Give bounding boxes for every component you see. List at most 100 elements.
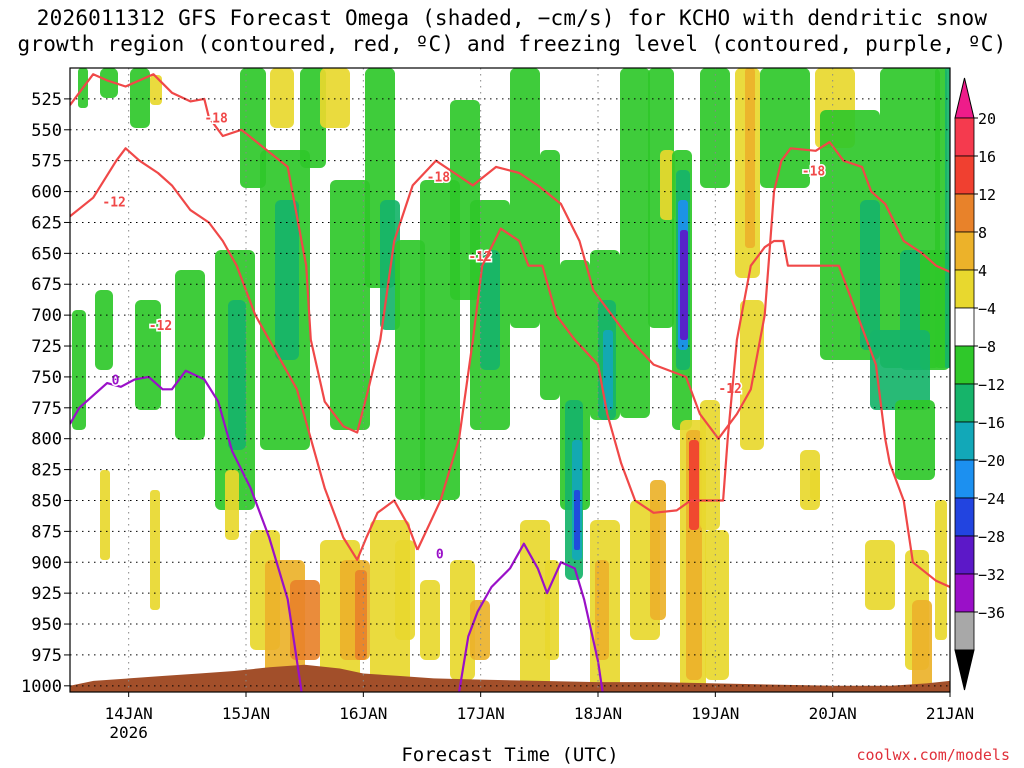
y-tick-label-16: 925 bbox=[31, 584, 62, 604]
colorbar-label-12: −32 bbox=[978, 566, 1005, 584]
omega-shade-64 bbox=[395, 540, 415, 640]
y-tick-label-12: 825 bbox=[31, 461, 62, 481]
omega-shade-11 bbox=[270, 68, 294, 128]
omega-shade-51 bbox=[945, 68, 950, 368]
omega-shade-33 bbox=[620, 68, 650, 418]
contour-label-0-1: -18 bbox=[427, 171, 451, 186]
omega-shade-6 bbox=[135, 300, 161, 410]
y-tick-label-9: 750 bbox=[31, 368, 62, 388]
colorbar-segment-7 bbox=[954, 383, 975, 423]
omega-shade-78 bbox=[705, 530, 729, 680]
x-tick-label-3: 17JAN bbox=[457, 704, 505, 723]
omega-shade-32 bbox=[603, 330, 613, 410]
colorbar-label-6: −8 bbox=[978, 338, 996, 356]
contour-label-1-3: -12 bbox=[718, 382, 741, 397]
colorbar-label-13: −36 bbox=[978, 604, 1005, 622]
plot-frame bbox=[69, 67, 951, 693]
colorbar-segment-5 bbox=[954, 307, 975, 347]
credit-link[interactable]: coolwx.com/models bbox=[856, 746, 1010, 764]
omega-shade-85 bbox=[935, 500, 947, 640]
x-axis: 14JAN 15JAN 16JAN 17JAN 18JAN 19JAN 20JAN 21JAN… bbox=[105, 692, 974, 742]
colorbar-segment-10 bbox=[954, 497, 975, 537]
x-tick-label-1: 15JAN bbox=[222, 704, 270, 723]
omega-shade-15 bbox=[320, 68, 350, 128]
omega-shade-9 bbox=[228, 300, 246, 450]
x-tick-label-4: 18JAN bbox=[574, 704, 622, 723]
omega-shade-13 bbox=[275, 200, 299, 360]
x-tick-label-7: 21JAN bbox=[926, 704, 974, 723]
omega-shade-56 bbox=[225, 470, 239, 540]
y-tick-label-0: 525 bbox=[31, 90, 62, 110]
omega-shade-81 bbox=[810, 470, 820, 500]
omega-shade-24 bbox=[510, 68, 540, 328]
colorbar-segment-11 bbox=[954, 535, 975, 575]
contour-label-1-2: -12 bbox=[468, 250, 491, 265]
terrain-ground bbox=[70, 664, 950, 692]
colorbar-label-1: 16 bbox=[978, 148, 996, 166]
omega-shade-39 bbox=[680, 230, 688, 340]
y-tick-label-7: 700 bbox=[31, 306, 62, 326]
omega-shade-82 bbox=[865, 540, 895, 610]
omega-shade-59 bbox=[290, 580, 320, 660]
omega-shade-14 bbox=[300, 68, 326, 168]
colorbar-segment-1 bbox=[954, 155, 975, 195]
y-tick-label-1: 550 bbox=[31, 121, 62, 141]
omega-shade-25 bbox=[540, 150, 560, 400]
y-tick-label-2: 575 bbox=[31, 152, 62, 172]
contour-line-1 bbox=[70, 147, 419, 561]
x-axis-label: Forecast Time (UTC) bbox=[401, 744, 619, 766]
colorbar-segment-0 bbox=[954, 117, 975, 157]
omega-shade-66 bbox=[450, 560, 475, 680]
colorbar-segment-12 bbox=[954, 573, 975, 613]
contour-line-2 bbox=[416, 227, 950, 589]
chart-title-line-2: growth region (contoured, red, ºC) and f… bbox=[17, 32, 1007, 56]
contour-label-4-0: 0 bbox=[436, 548, 444, 563]
x-tick-label-5: 19JAN bbox=[691, 704, 739, 723]
x-tick-label-0: 14JAN bbox=[105, 704, 153, 723]
omega-shade-7 bbox=[175, 270, 205, 440]
x-tick-label-2: 16JAN bbox=[339, 704, 387, 723]
omega-shade-79 bbox=[740, 300, 764, 450]
omega-shade-69 bbox=[545, 560, 559, 660]
omega-shade-55 bbox=[150, 490, 160, 610]
omega-shade-16 bbox=[330, 180, 370, 430]
y-tick-label-13: 850 bbox=[31, 491, 62, 511]
y-tick-label-4: 625 bbox=[31, 213, 62, 233]
omega-shade-52 bbox=[870, 330, 930, 410]
omega-shade-5 bbox=[95, 290, 113, 370]
colorbar-label-7: −12 bbox=[978, 376, 1005, 394]
omega-shade-3 bbox=[150, 75, 162, 105]
chart-title-line-1: 2026011312 GFS Forecast Omega (shaded, −… bbox=[36, 6, 988, 30]
y-tick-label-15: 900 bbox=[31, 553, 62, 573]
colorbar-label-8: −16 bbox=[978, 414, 1005, 432]
colorbar-top-arrow bbox=[954, 77, 975, 119]
contour-label-0-2: -18 bbox=[802, 165, 826, 180]
colorbar-label-11: −28 bbox=[978, 528, 1005, 546]
y-tick-label-6: 675 bbox=[31, 275, 62, 295]
y-tick-label-11: 800 bbox=[31, 430, 62, 450]
colorbar-label-5: −4 bbox=[978, 300, 996, 318]
omega-shade-4 bbox=[72, 310, 86, 430]
y-axis: 525 550 575 600 625 650 675 700 725 750 775 800 825 8… bbox=[21, 90, 70, 697]
omega-shade-62 bbox=[355, 570, 367, 660]
y-tick-label-3: 600 bbox=[31, 183, 62, 203]
gridlines bbox=[70, 68, 951, 692]
colorbar-segment-8 bbox=[954, 421, 975, 461]
omega-shade-73 bbox=[650, 480, 666, 620]
omega-shade-76 bbox=[689, 440, 699, 530]
omega-shade-67 bbox=[470, 600, 490, 660]
terrain-fill bbox=[70, 664, 950, 692]
omega-shade-50 bbox=[935, 68, 947, 368]
colorbar-label-2: 12 bbox=[978, 186, 996, 204]
omega-shade-19 bbox=[395, 240, 425, 500]
colorbar: 20 16 12 8 4 −4 −8 −12 −16 −20 −24 −28 −32 −36 bbox=[954, 77, 1005, 691]
colorbar-label-4: 4 bbox=[978, 262, 987, 280]
omega-shade-42 bbox=[745, 68, 755, 248]
colorbar-segment-2 bbox=[954, 193, 975, 233]
y-tick-label-19: 1000 bbox=[21, 677, 62, 697]
colorbar-segment-9 bbox=[954, 459, 975, 499]
omega-shading bbox=[72, 68, 950, 690]
colorbar-segment-4 bbox=[954, 269, 975, 309]
y-tick-label-5: 650 bbox=[31, 244, 62, 264]
colorbar-segment-3 bbox=[954, 231, 975, 271]
